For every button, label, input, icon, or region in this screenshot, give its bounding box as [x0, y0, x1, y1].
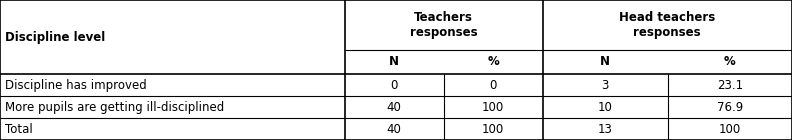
Text: 10: 10: [598, 101, 612, 114]
Text: Discipline level: Discipline level: [5, 31, 105, 44]
Text: Teachers
responses: Teachers responses: [409, 11, 478, 39]
Text: 13: 13: [598, 123, 612, 136]
Text: Head teachers
responses: Head teachers responses: [619, 11, 715, 39]
Text: Total: Total: [5, 123, 32, 136]
Text: N: N: [389, 55, 399, 68]
Text: N: N: [600, 55, 610, 68]
Text: 23.1: 23.1: [717, 79, 743, 92]
Text: 100: 100: [482, 101, 505, 114]
Text: 40: 40: [386, 101, 402, 114]
Text: 0: 0: [489, 79, 497, 92]
Text: More pupils are getting ill-disciplined: More pupils are getting ill-disciplined: [5, 101, 224, 114]
Text: 100: 100: [718, 123, 741, 136]
Text: 100: 100: [482, 123, 505, 136]
Text: 40: 40: [386, 123, 402, 136]
Text: %: %: [724, 55, 736, 68]
Text: Discipline has improved: Discipline has improved: [5, 79, 147, 92]
Text: 3: 3: [601, 79, 609, 92]
Text: 76.9: 76.9: [717, 101, 743, 114]
Text: %: %: [487, 55, 499, 68]
Text: 0: 0: [390, 79, 398, 92]
